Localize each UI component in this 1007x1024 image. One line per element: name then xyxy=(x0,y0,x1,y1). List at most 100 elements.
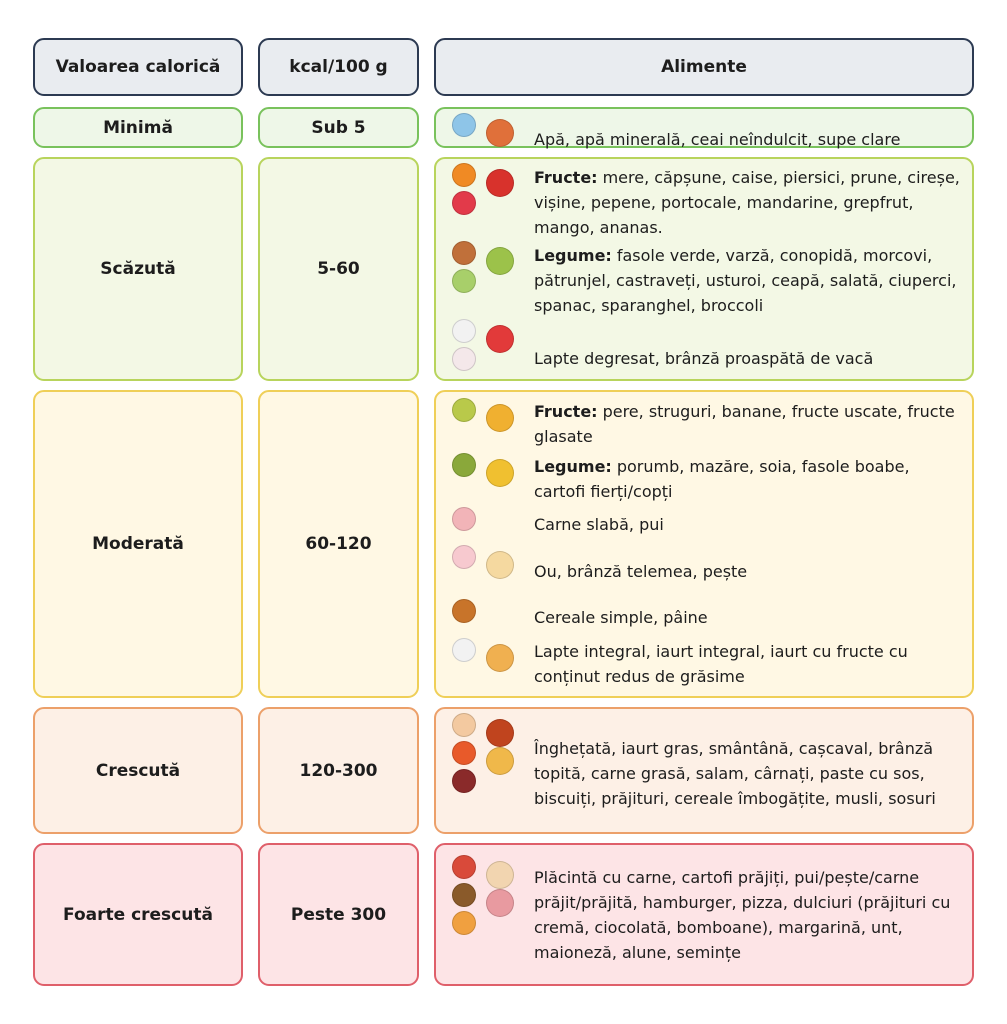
food-text: Cereale simple, pâine xyxy=(534,605,962,630)
food-icon xyxy=(486,643,514,672)
food-icon xyxy=(452,347,476,371)
food-item: Fructe: pere, struguri, banane, fructe us… xyxy=(444,398,962,450)
food-item: Lapte degresat, brânză proaspătă de vacă xyxy=(444,319,962,397)
food-list: Plăcintă cu carne, cartofi prăjiți, pui/… xyxy=(534,867,951,962)
foods-cell: Fructe: pere, struguri, banane, fructe us… xyxy=(434,390,974,698)
food-icon xyxy=(452,637,476,662)
food-list: Înghețată, iaurt gras, smântână, cașcava… xyxy=(534,738,936,808)
food-list: porumb, mazăre, soia, fasole boabe, cart… xyxy=(534,456,910,501)
food-icon xyxy=(452,713,476,737)
food-icon xyxy=(452,854,476,879)
food-icon xyxy=(452,545,476,570)
food-text: Ou, brânză telemea, pește xyxy=(534,559,962,584)
food-text: Plăcintă cu carne, cartofi prăjiți, pui/… xyxy=(534,865,962,965)
food-icon xyxy=(452,241,476,265)
food-icon xyxy=(486,169,514,197)
food-list: Cereale simple, pâine xyxy=(534,607,708,627)
food-item: Fructe: mere, căpșune, caise, piersici, p… xyxy=(444,163,962,241)
food-list: Ou, brânză telemea, pește xyxy=(534,561,748,581)
food-icon xyxy=(486,860,514,889)
food-item: Legume: fasole verde, varză, conopidă, mo… xyxy=(444,241,962,319)
level-cell: Minimă xyxy=(33,107,243,148)
food-text: Legume: porumb, mazăre, soia, fasole boab… xyxy=(534,454,962,504)
foods-cell: Apă, apă minerală, ceai neîndulcit, supe… xyxy=(434,107,974,149)
food-icon xyxy=(452,741,476,765)
food-icon xyxy=(486,747,514,775)
food-text: Carne slabă, pui xyxy=(534,512,962,537)
food-item: Plăcintă cu carne, cartofi prăjiți, pui/… xyxy=(444,854,962,975)
food-icon xyxy=(452,191,476,215)
food-text: Fructe: pere, struguri, banane, fructe us… xyxy=(534,399,962,449)
food-item: Lapte integral, iaurt integral, iaurt cu… xyxy=(444,637,962,690)
food-icon xyxy=(486,719,514,747)
food-icon xyxy=(452,269,476,293)
food-icon xyxy=(486,404,514,433)
food-icon xyxy=(486,888,514,917)
food-group: Legume: xyxy=(534,456,612,476)
kcal-cell: Peste 300 xyxy=(258,843,419,986)
food-text: Legume: fasole verde, varză, conopidă, mo… xyxy=(534,243,962,318)
food-text: Lapte degresat, brânză proaspătă de vacă xyxy=(534,346,962,371)
food-group: Legume: xyxy=(534,245,612,265)
food-icons xyxy=(444,545,534,597)
header-cell: Valoarea calorică xyxy=(33,38,243,96)
food-list: fasole verde, varză, conopidă, morcovi, … xyxy=(534,245,957,315)
food-group: Fructe: xyxy=(534,402,598,422)
foods-cell: Plăcintă cu carne, cartofi prăjiți, pui/… xyxy=(434,843,974,986)
food-item: Cereale simple, pâine xyxy=(444,599,962,635)
food-text: Apă, apă minerală, ceai neîndulcit, supe… xyxy=(534,127,962,152)
food-icon xyxy=(486,458,514,487)
food-icons xyxy=(444,637,534,690)
foods-cell: Fructe: mere, căpșune, caise, piersici, p… xyxy=(434,157,974,381)
kcal-cell: 5-60 xyxy=(258,157,419,381)
food-text: Înghețată, iaurt gras, smântână, cașcava… xyxy=(534,736,962,811)
foods-cell: Înghețată, iaurt gras, smântână, cașcava… xyxy=(434,707,974,834)
level-cell: Scăzută xyxy=(33,157,243,381)
food-icon xyxy=(452,452,476,477)
food-list: Apă, apă minerală, ceai neîndulcit, supe… xyxy=(534,129,901,149)
food-icon xyxy=(452,769,476,793)
food-icon xyxy=(452,319,476,343)
kcal-cell: Sub 5 xyxy=(258,107,419,148)
level-cell: Crescută xyxy=(33,707,243,834)
level-cell: Foarte crescută xyxy=(33,843,243,986)
food-icon xyxy=(452,882,476,907)
food-text: Lapte integral, iaurt integral, iaurt cu… xyxy=(534,639,962,689)
food-icon xyxy=(486,325,514,353)
food-list: Lapte integral, iaurt integral, iaurt cu… xyxy=(534,641,908,686)
food-icon xyxy=(486,247,514,275)
food-item: Legume: porumb, mazăre, soia, fasole boab… xyxy=(444,452,962,505)
level-cell: Moderată xyxy=(33,390,243,698)
food-icon xyxy=(452,113,476,137)
food-list: Lapte degresat, brânză proaspătă de vacă xyxy=(534,348,874,368)
food-list: Carne slabă, pui xyxy=(534,515,664,535)
header-cell: kcal/100 g xyxy=(258,38,419,96)
food-icon xyxy=(452,910,476,935)
food-group: Fructe: xyxy=(534,167,598,187)
food-icons xyxy=(444,241,534,319)
food-icons xyxy=(444,452,534,505)
food-icons xyxy=(444,113,534,165)
food-list: mere, căpșune, caise, piersici, prune, c… xyxy=(534,167,960,237)
food-item: Ou, brânză telemea, pește xyxy=(444,545,962,597)
kcal-cell: 60-120 xyxy=(258,390,419,698)
food-icons xyxy=(444,854,534,975)
food-item: Înghețată, iaurt gras, smântână, cașcava… xyxy=(444,713,962,833)
food-icons xyxy=(444,506,534,543)
food-item: Carne slabă, pui xyxy=(444,506,962,543)
food-icons xyxy=(444,599,534,635)
food-text: Fructe: mere, căpșune, caise, piersici, p… xyxy=(534,165,962,240)
food-icon xyxy=(452,398,476,423)
food-icons xyxy=(444,713,534,833)
food-list: pere, struguri, banane, fructe uscate, f… xyxy=(534,402,955,447)
food-icons xyxy=(444,398,534,450)
food-icon xyxy=(486,551,514,580)
food-item: Apă, apă minerală, ceai neîndulcit, supe… xyxy=(444,113,962,165)
food-icon xyxy=(452,163,476,187)
food-icon xyxy=(486,119,514,147)
food-icon xyxy=(452,599,476,624)
food-icons xyxy=(444,319,534,397)
header-cell: Alimente xyxy=(434,38,974,96)
food-icons xyxy=(444,163,534,241)
